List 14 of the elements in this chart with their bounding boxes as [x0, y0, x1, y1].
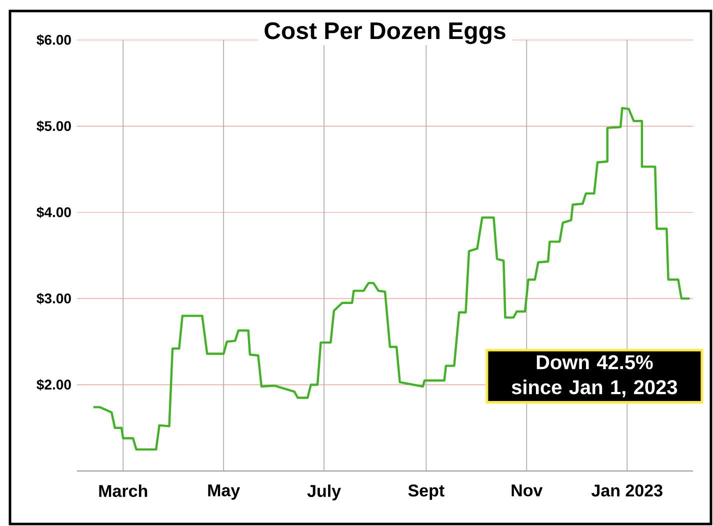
- x-tick-label: Nov: [512, 484, 543, 496]
- annotation: Down 42.5% since Jan 1, 2023: [512, 355, 678, 398]
- y-tick-label: $4.00: [36, 206, 71, 218]
- y-tick-label: $6.00: [36, 34, 71, 46]
- y-tick-label: $5.00: [36, 120, 71, 132]
- x-tick-label: Jan 2023: [591, 484, 662, 497]
- x-tick-label: May: [208, 484, 240, 500]
- y-tick-label: $2.00: [36, 379, 71, 390]
- chart-title: Cost Per Dozen Eggs: [264, 22, 506, 44]
- x-tick-label: July: [307, 484, 341, 500]
- x-tick-label: March: [99, 484, 148, 498]
- y-tick-label: $3.00: [36, 292, 71, 304]
- line-series: [92, 106, 691, 451]
- x-tick-label: Sept: [408, 484, 444, 500]
